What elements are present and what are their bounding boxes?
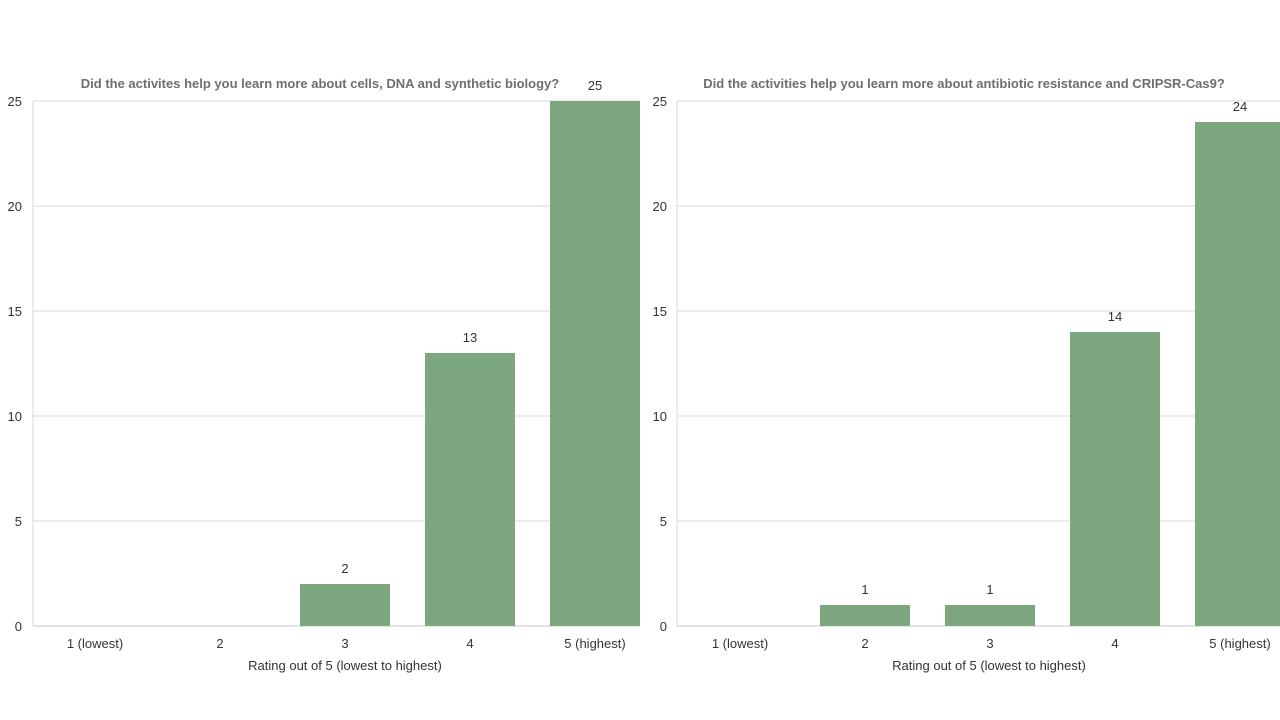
y-tick-label: 0 (15, 619, 22, 634)
bar-value-label: 14 (1108, 309, 1122, 324)
x-category-label: 4 (466, 636, 473, 651)
bar-value-label: 13 (463, 330, 477, 345)
bar-value-label: 24 (1233, 99, 1247, 114)
chart-title: Did the activites help you learn more ab… (81, 76, 560, 91)
x-category-label: 5 (highest) (1209, 636, 1270, 651)
bar (820, 605, 910, 626)
y-tick-label: 15 (8, 304, 22, 319)
y-tick-label: 25 (8, 94, 22, 109)
x-category-label: 5 (highest) (564, 636, 625, 651)
gridlines (32, 100, 640, 627)
y-tick-label: 10 (653, 409, 667, 424)
y-tick-label: 0 (660, 619, 667, 634)
x-category-label: 3 (986, 636, 993, 651)
x-category-label: 1 (lowest) (67, 636, 123, 651)
x-category-label: 2 (216, 636, 223, 651)
x-axis-title: Rating out of 5 (lowest to highest) (248, 658, 442, 673)
y-tick-label: 20 (653, 199, 667, 214)
y-tick-label: 25 (653, 94, 667, 109)
x-category-label: 4 (1111, 636, 1118, 651)
bar (425, 353, 515, 626)
bar (1070, 332, 1160, 626)
x-axis-title: Rating out of 5 (lowest to highest) (892, 658, 1086, 673)
x-category-label: 3 (341, 636, 348, 651)
y-tick-label: 20 (8, 199, 22, 214)
bar-value-label: 25 (588, 78, 602, 93)
chart-title: Did the activities help you learn more a… (703, 76, 1225, 91)
chart-cells-dna: Did the activites help you learn more ab… (8, 76, 640, 673)
bar (945, 605, 1035, 626)
bar-value-label: 1 (986, 582, 993, 597)
bar (550, 101, 640, 626)
bar-value-label: 2 (341, 561, 348, 576)
chart-antibiotic-crispr: Did the activities help you learn more a… (653, 76, 1280, 673)
y-tick-label: 5 (660, 514, 667, 529)
y-tick-label: 15 (653, 304, 667, 319)
bar (300, 584, 390, 626)
gridlines (676, 100, 1280, 627)
x-category-label: 2 (861, 636, 868, 651)
bar (1195, 122, 1280, 626)
y-tick-label: 10 (8, 409, 22, 424)
bar-value-label: 1 (861, 582, 868, 597)
x-category-label: 1 (lowest) (712, 636, 768, 651)
y-tick-label: 5 (15, 514, 22, 529)
